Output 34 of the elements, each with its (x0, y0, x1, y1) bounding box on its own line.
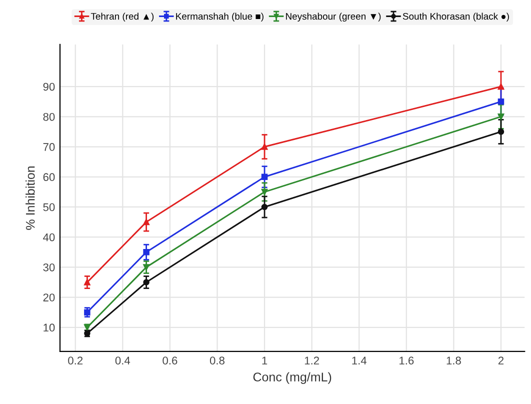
x-tick-label: 1.6 (400, 356, 414, 365)
point (261, 174, 268, 180)
x-tick-label: 1 (262, 356, 268, 364)
y-tick-label: 40 (43, 233, 55, 242)
y-tick-label: 10 (44, 324, 55, 332)
x-tick-label: 0.6 (162, 356, 178, 365)
x-axis-title: Conc (mg/mL) (253, 372, 332, 384)
x-tick-label: 1.8 (446, 356, 461, 365)
legend-label: Neyshabour (green ▼) (286, 12, 381, 22)
legend-label: South Khorasan (black ●) (402, 12, 509, 22)
x-tick-label: 2 (498, 356, 504, 364)
point (84, 309, 90, 316)
legend-label: Kermanshah (blue ■) (176, 12, 264, 22)
point (261, 144, 268, 150)
y-tick-label: 80 (43, 112, 55, 121)
legend-label: Tehran (red ▲) (90, 12, 154, 22)
x-tick-label: 1.2 (304, 356, 319, 364)
y-tick-label: 50 (43, 203, 55, 212)
x-tick-label: 0.8 (210, 356, 224, 365)
y-tick-label: 60 (43, 173, 55, 182)
point (261, 204, 268, 210)
x-tick-label: 0.4 (115, 356, 130, 365)
x-tick-label: 0.2 (68, 356, 83, 365)
y-axis-title: % Inhibition (26, 166, 35, 230)
point (143, 218, 150, 226)
point (143, 264, 150, 270)
point (143, 249, 150, 256)
y-tick-label: 90 (43, 82, 55, 91)
y-tick-label: 70 (43, 143, 55, 151)
x-tick-label: 1.4 (352, 356, 367, 364)
point (143, 279, 150, 286)
y-tick-label: 20 (43, 294, 55, 302)
point (84, 279, 90, 286)
y-tick-label: 30 (43, 263, 55, 272)
